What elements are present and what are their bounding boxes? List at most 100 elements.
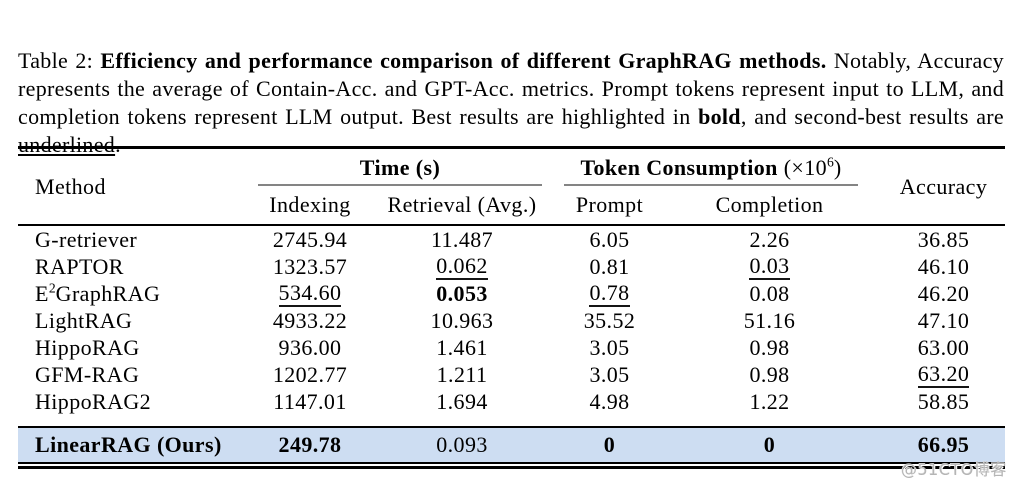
cell-value: 1323.57	[272, 253, 348, 279]
cell-value: 1.22	[749, 388, 790, 414]
col-header-accuracy: Accuracy	[882, 147, 1006, 226]
cell-value: 0.98	[749, 361, 790, 387]
cell-value: 0.062	[436, 253, 488, 280]
table-row-hipporag: HippoRAG 936.00 1.461 3.05 0.98 63.00	[18, 334, 1005, 361]
cell-value: 36.85	[917, 226, 970, 252]
cell-value: 1147.01	[273, 388, 347, 414]
col-group-time: Time (s)	[258, 148, 562, 186]
cell-value: 3.05	[589, 361, 630, 387]
method-name: E	[35, 280, 49, 306]
cell-value: 35.52	[583, 307, 636, 333]
cell-value: 2.26	[749, 226, 790, 252]
method-cell: LightRAG	[18, 307, 258, 334]
caption-suffix: .	[115, 132, 121, 157]
cell-value: 63.20	[917, 361, 970, 388]
caption-body-2: , and second-best results are	[740, 104, 1004, 129]
cell-value: 11.487	[430, 226, 494, 252]
retrieval-cell: 0.053	[362, 280, 562, 307]
method-name: LightRAG	[35, 307, 133, 333]
cell-value: 3.05	[589, 334, 630, 360]
method-cell: G-retriever	[18, 225, 258, 253]
retrieval-cell: 0.062	[362, 253, 562, 280]
time-group-rule	[258, 184, 542, 186]
cell-value: 63.00	[917, 334, 970, 360]
cell-value: 51.16	[743, 307, 796, 333]
indexing-cell: 1323.57	[258, 253, 362, 280]
time-group-label: Time (s)	[359, 154, 441, 180]
accuracy-cell: 66.95	[882, 426, 1006, 464]
completion-cell: 51.16	[657, 307, 882, 334]
completion-cell: 0.08	[657, 280, 882, 307]
token-group-title: Token Consumption	[580, 154, 778, 180]
prompt-cell: 0.81	[562, 253, 657, 280]
indexing-cell: 534.60	[258, 280, 362, 307]
cell-value: 0	[603, 432, 616, 457]
indexing-cell: 4933.22	[258, 307, 362, 334]
watermark: @51CTO博客	[901, 460, 1007, 479]
col-header-prompt: Prompt	[562, 186, 657, 226]
accuracy-cell: 46.20	[882, 280, 1005, 307]
prompt-cell: 4.98	[562, 388, 657, 415]
table-row-raptor: RAPTOR 1323.57 0.062 0.81 0.03 46.10	[18, 253, 1005, 280]
cell-value: 1.694	[436, 388, 488, 414]
table-row-lightrag: LightRAG 4933.22 10.963 35.52 51.16 47.1…	[18, 307, 1005, 334]
cell-value: 2745.94	[272, 226, 348, 252]
retrieval-cell: 11.487	[362, 225, 562, 253]
table-row-hipporag2: HippoRAG2 1147.01 1.694 4.98 1.22 58.85	[18, 388, 1005, 415]
cell-value: 936.00	[278, 334, 342, 360]
table-caption: Table 2: Efficiency and performance comp…	[18, 47, 1004, 159]
completion-cell: 0.98	[657, 361, 882, 388]
col-header-completion: Completion	[657, 186, 883, 226]
accuracy-cell: 46.10	[882, 253, 1005, 280]
caption-prefix: Table 2:	[18, 48, 101, 73]
cell-value: 0.093	[436, 432, 488, 457]
token-group-rule	[564, 184, 859, 186]
completion-cell: 1.22	[657, 388, 882, 415]
method-name: HippoRAG2	[35, 388, 152, 414]
method-name: LinearRAG (Ours)	[35, 432, 222, 457]
table-row-gfm-rag: GFM-RAG 1202.77 1.211 3.05 0.98 63.20	[18, 361, 1005, 388]
indexing-cell: 1147.01	[258, 388, 362, 415]
cell-value: 6.05	[589, 226, 630, 252]
accuracy-cell: 36.85	[882, 225, 1005, 253]
prompt-cell: 6.05	[562, 225, 657, 253]
cell-value: 58.85	[917, 388, 970, 414]
prompt-cell: 3.05	[562, 361, 657, 388]
table-body: G-retriever 2745.94 11.487 6.05 2.26 36.…	[18, 225, 1006, 464]
accuracy-cell: 63.20	[882, 361, 1005, 388]
cell-value: 0.03	[749, 253, 790, 280]
comparison-table: Method Time (s) Token Consumption (×106)…	[18, 146, 1006, 464]
cell-value: 4933.22	[272, 307, 348, 333]
caption-body-1: Notably, Accuracy represents the average…	[18, 48, 1004, 129]
cell-value: 0.98	[749, 334, 790, 360]
header-group-row: Method Time (s) Token Consumption (×106)…	[18, 147, 1006, 226]
completion-cell: 0	[657, 426, 883, 464]
method-cell: RAPTOR	[18, 253, 258, 280]
indexing-cell: 936.00	[258, 334, 362, 361]
method-cell: HippoRAG2	[18, 388, 258, 415]
table-row-e2graphrag: E2GraphRAG 534.60 0.053 0.78 0.08 46.20	[18, 280, 1005, 307]
cell-value: 0.053	[436, 280, 488, 306]
table-header: Method Time (s) Token Consumption (×106)…	[18, 147, 1006, 226]
method-superscript: 2	[48, 280, 56, 296]
col-header-indexing: Indexing	[258, 186, 362, 226]
token-group-unit-open: (×10	[777, 154, 828, 180]
table-row-g-retriever: G-retriever 2745.94 11.487 6.05 2.26 36.…	[18, 225, 1005, 253]
retrieval-cell: 1.211	[362, 361, 562, 388]
method-name: GFM-RAG	[35, 361, 140, 387]
method-name-suffix: GraphRAG	[55, 280, 161, 306]
header-sub-row: Indexing Retrieval (Avg.) Prompt Complet…	[18, 186, 1005, 226]
method-cell: GFM-RAG	[18, 361, 258, 388]
indexing-cell: 1202.77	[258, 361, 362, 388]
table-bottom-rule	[18, 466, 1005, 469]
retrieval-cell: 0.093	[362, 426, 562, 464]
token-group-exponent: 6	[827, 154, 834, 170]
comparison-table-wrap: Method Time (s) Token Consumption (×106)…	[18, 146, 1006, 469]
caption-bold-word: bold	[698, 104, 741, 129]
prompt-cell: 3.05	[562, 334, 657, 361]
prompt-cell: 35.52	[562, 307, 657, 334]
caption-bold-title: Efficiency and performance comparison of…	[100, 48, 827, 73]
cell-value: 0.78	[589, 280, 630, 307]
col-header-method: Method	[18, 147, 258, 226]
indexing-cell: 2745.94	[258, 225, 362, 253]
